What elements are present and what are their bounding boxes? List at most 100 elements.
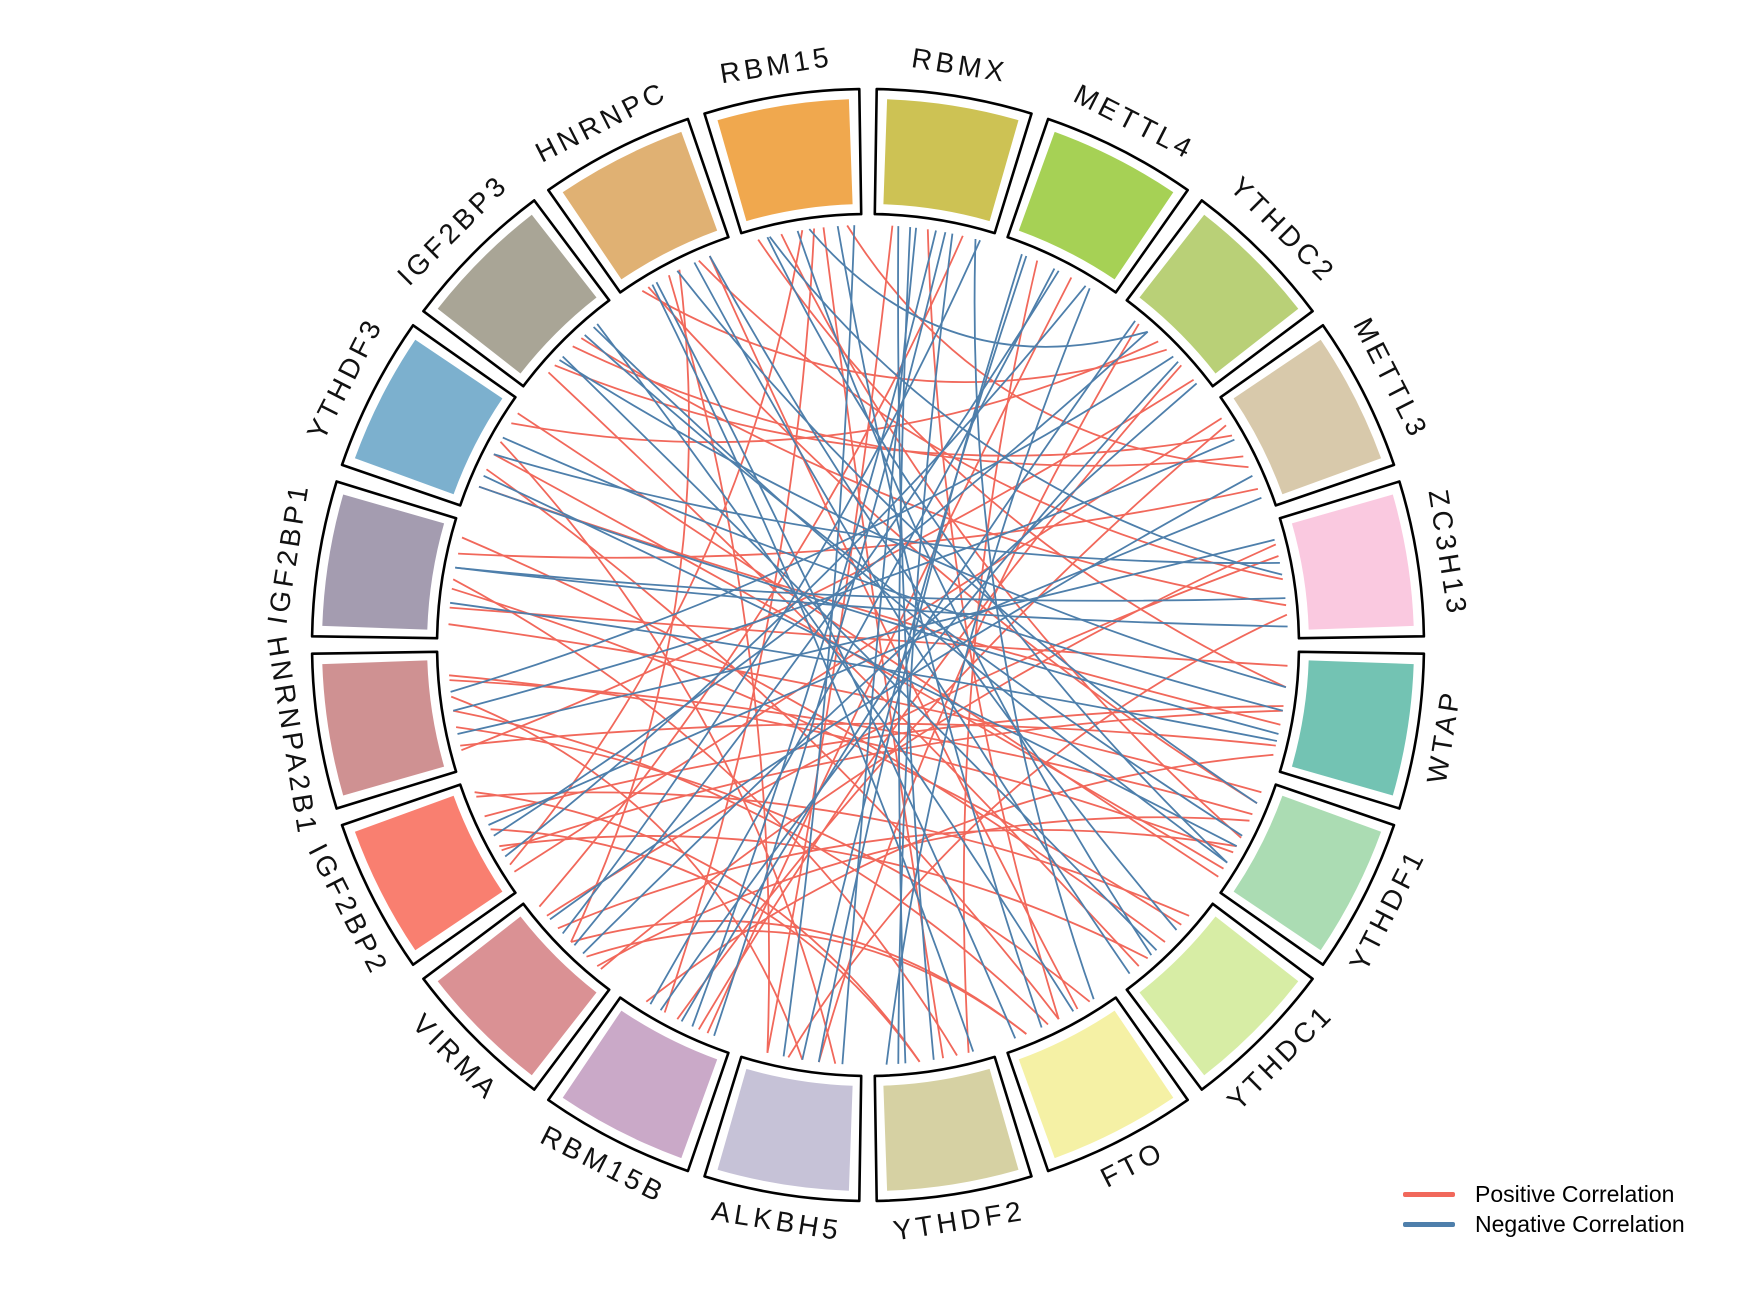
sector-fill — [1291, 660, 1414, 796]
negative-correlation-chord — [457, 538, 1275, 735]
negative-correlation-chord — [973, 238, 1095, 1000]
negative-correlation-chord — [801, 255, 1028, 1060]
positive-correlation-chord — [451, 587, 1182, 926]
negative-correlation-chord — [655, 281, 1017, 1039]
sector-fill — [322, 660, 445, 796]
positive-correlation-chord — [554, 364, 1233, 457]
negative-correlation-chord — [680, 320, 1136, 1022]
negative-correlation-chord — [478, 485, 1279, 735]
sector-fill — [883, 99, 1019, 222]
legend-label-positive: Positive Correlation — [1475, 1181, 1675, 1207]
negative-correlation-chord — [708, 255, 1178, 931]
sector-label: YTHDF2 — [891, 1195, 1027, 1246]
sector-label: RBM15 — [718, 41, 835, 89]
sector-fill — [1018, 1010, 1174, 1159]
negative-correlation-chord — [449, 601, 1278, 742]
sectors-layer — [310, 87, 1426, 1203]
sector-fill — [717, 99, 853, 222]
negative-correlation-chord — [713, 231, 947, 1037]
sector-fill — [562, 131, 718, 280]
sector-fill — [562, 1010, 718, 1159]
positive-correlation-chord — [600, 543, 1277, 970]
negative-correlation-chord — [592, 326, 1228, 864]
positive-correlation-chord — [698, 259, 1283, 581]
negative-correlation-chord — [651, 284, 975, 1052]
negative-correlation-chord — [768, 236, 1283, 576]
negative-correlation-line-swatch — [1403, 1221, 1455, 1227]
positive-correlation-chord — [476, 791, 1190, 917]
legend: Positive Correlation Negative Correlatio… — [1403, 1179, 1685, 1239]
positive-correlation-chord — [926, 229, 1060, 1020]
negative-correlation-chord — [502, 436, 1284, 712]
sector-fill — [883, 1068, 1019, 1191]
negative-correlation-chord — [649, 268, 1056, 1005]
sector-fill — [1233, 795, 1382, 951]
negative-correlation-chord — [452, 438, 1235, 712]
positive-correlation-chord — [449, 679, 1253, 816]
negative-correlation-chord — [493, 453, 1280, 564]
negative-correlation-chord — [897, 227, 912, 1064]
positive-correlation-chord — [676, 424, 1227, 1020]
legend-item-negative: Negative Correlation — [1403, 1209, 1685, 1239]
negative-correlation-chord — [561, 239, 981, 935]
legend-label-negative: Negative Correlation — [1475, 1211, 1685, 1237]
negative-correlation-chord — [450, 355, 1174, 693]
negative-correlation-chord — [549, 475, 1253, 921]
positive-correlation-chord — [458, 488, 1259, 559]
negative-correlation-chord — [488, 496, 1262, 826]
sector-fill — [1139, 214, 1299, 374]
negative-correlation-chord — [582, 382, 1198, 955]
negative-correlation-chord — [559, 359, 1287, 689]
sector-fill — [354, 795, 503, 951]
sector-fill — [437, 214, 597, 374]
positive-correlation-chord — [780, 233, 1242, 839]
positive-correlation-chord — [499, 835, 1149, 960]
sector-fill — [322, 494, 445, 630]
negative-correlation-chord — [836, 225, 1043, 1028]
chords-layer — [448, 225, 1288, 1065]
positive-correlation-chord — [448, 623, 1262, 794]
negative-correlation-chord — [885, 287, 1091, 1065]
sector-label: ZC3H13 — [1423, 487, 1474, 619]
positive-correlation-chord — [461, 378, 1195, 752]
positive-correlation-chord — [698, 364, 1182, 1030]
positive-correlation-chord — [485, 468, 1060, 1020]
positive-correlation-chord — [474, 791, 921, 1063]
sector-fill — [717, 1068, 853, 1191]
negative-correlation-chord — [584, 334, 1243, 837]
negative-correlation-chord — [562, 355, 1158, 951]
sector-fill — [1018, 131, 1174, 280]
sector-fill — [1139, 916, 1299, 1076]
sector-label: RBMX — [910, 42, 1011, 88]
sector-fill — [1233, 339, 1382, 495]
positive-correlation-chord — [586, 929, 1027, 1035]
negative-correlation-chord — [483, 474, 1238, 848]
positive-correlation-chord — [817, 323, 1140, 1063]
sector-label: ALKBH5 — [710, 1195, 845, 1246]
positive-correlation-chord — [766, 225, 894, 1053]
positive-correlation-chord — [511, 340, 1159, 444]
negative-correlation-chord — [817, 253, 1023, 1063]
negative-correlation-chord — [455, 566, 1286, 602]
negative-correlation-chord — [796, 230, 1153, 956]
positive-correlation-chord — [668, 274, 770, 1053]
negative-correlation-chord — [693, 262, 1131, 975]
sector-fill — [354, 339, 503, 495]
negative-correlation-chord — [455, 566, 1288, 628]
sector-label: WTAP — [1421, 687, 1466, 785]
positive-correlation-chord — [647, 286, 1258, 805]
negative-correlation-chord — [691, 230, 937, 1027]
negative-correlation-chord — [808, 228, 1148, 348]
sector-label: IGF2BP1 — [262, 480, 315, 626]
positive-correlation-chord — [846, 225, 1249, 468]
positive-correlation-line-swatch — [1403, 1191, 1455, 1197]
positive-correlation-chord — [580, 337, 1287, 607]
negative-correlation-chord — [676, 270, 1258, 805]
positive-correlation-chord — [517, 412, 1219, 878]
negative-correlation-chord — [766, 236, 1228, 864]
positive-correlation-chord — [787, 613, 1288, 1058]
negative-correlation-chord — [573, 270, 1060, 946]
